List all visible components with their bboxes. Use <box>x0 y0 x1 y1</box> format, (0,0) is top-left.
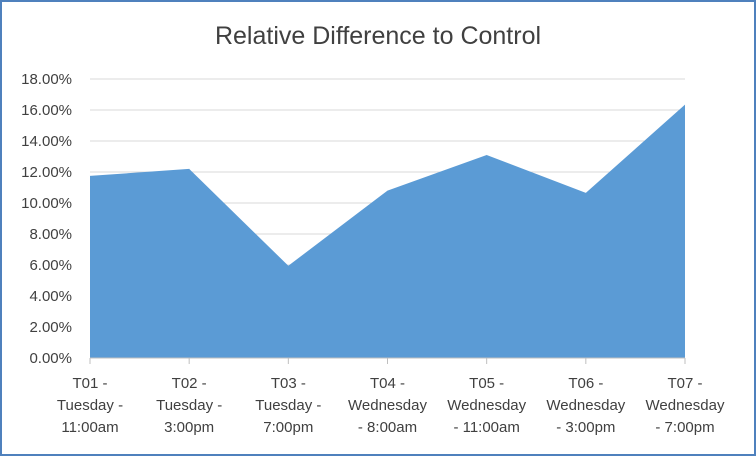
x-tick-label: T04 - <box>370 375 405 392</box>
series-area <box>89 104 686 358</box>
x-tick-label: - 11:00am <box>453 419 519 436</box>
x-tick-label: T02 - <box>172 375 207 392</box>
y-tick-label: 12.00% <box>21 164 72 181</box>
x-tick-label: T05 - <box>469 375 504 392</box>
x-tick-label: - 8:00am <box>358 419 417 436</box>
x-tick-label: 3:00pm <box>164 419 214 436</box>
x-tick-labels: T01 - Tuesday - 11:00am T02 - Tuesday - 3:00p… <box>57 375 725 436</box>
y-tick-label: 6.00% <box>29 257 72 274</box>
series-area-fill <box>90 104 685 358</box>
x-tick-label: 11:00am <box>61 419 118 436</box>
y-tick-labels: 0.00% 2.00% 4.00% 6.00% 8.00% 10.00% 12.00% 14.… <box>21 71 72 367</box>
x-tick-label: T03 - <box>271 375 306 392</box>
x-tick-label: Wednesday <box>447 397 526 414</box>
x-tick-label: Wednesday <box>348 397 427 414</box>
y-tick-label: 2.00% <box>29 319 72 336</box>
y-tick-label: 10.00% <box>21 195 72 212</box>
x-tick-label: Wednesday <box>546 397 625 414</box>
chart-title: Relative Difference to Control <box>214 22 542 50</box>
y-tick-label: 8.00% <box>29 226 72 243</box>
y-tick-label: 0.00% <box>29 350 72 367</box>
y-tick-label: 18.00% <box>21 71 72 88</box>
x-tick-label: T07 - <box>667 375 702 392</box>
y-tick-label: 16.00% <box>21 102 72 119</box>
y-tick-label: 14.00% <box>21 133 72 150</box>
x-tick-label: Tuesday - <box>156 397 222 414</box>
x-tick-label: Wednesday <box>646 397 725 414</box>
x-tick-label: - 7:00pm <box>655 419 714 436</box>
y-tick-label: 4.00% <box>29 288 72 305</box>
axes <box>89 357 686 364</box>
x-tick-label: Tuesday - <box>57 397 123 414</box>
x-tick-label: 7:00pm <box>263 419 313 436</box>
x-tick-label: T01 - <box>72 375 107 392</box>
x-tick-label: Tuesday - <box>255 397 321 414</box>
x-tick-label: T06 - <box>568 375 603 392</box>
x-tick-label: - 3:00pm <box>556 419 615 436</box>
